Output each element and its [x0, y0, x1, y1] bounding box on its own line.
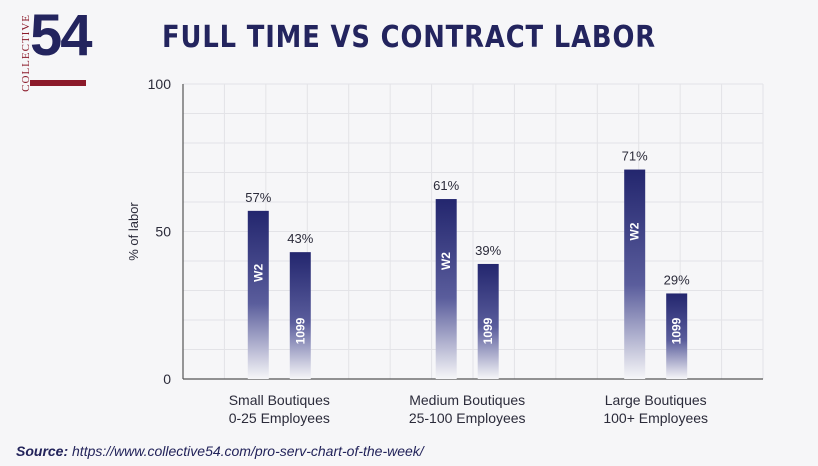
x-category-label: 25-100 Employees	[409, 410, 526, 426]
x-category-label: Large Boutiques	[605, 392, 707, 408]
x-category-label: 0-25 Employees	[229, 410, 330, 426]
bar-w2-2	[624, 169, 646, 379]
bar-chart: 0 50 100 % of labor 57% W2 61% W2 71% W2 43% 1099 39…	[126, 76, 764, 426]
source-note: Source: https://www.collective54.com/pro…	[16, 443, 424, 459]
bar-series-label: W2	[439, 252, 453, 270]
bar-series-label: W2	[251, 264, 265, 282]
y-axis-label: % of labor	[126, 202, 141, 261]
bar-value-label: 43%	[287, 231, 313, 246]
bar-value-label: 71%	[622, 149, 648, 164]
x-category-label: 100+ Employees	[603, 410, 708, 426]
x-category-label: Small Boutiques	[229, 392, 330, 408]
source-url[interactable]: https://www.collective54.com/pro-serv-ch…	[72, 443, 424, 459]
bar-value-label: 29%	[664, 272, 690, 287]
y-tick-label: 50	[155, 224, 171, 240]
bar-series-label: 1099	[293, 317, 307, 344]
bar-1099-2	[666, 293, 688, 379]
bar-1099-0	[289, 252, 311, 379]
chart-title: FULL TIME VS CONTRACT LABOR	[162, 20, 656, 55]
bar-series-label: W2	[628, 222, 642, 240]
logo-brand-number: 54	[30, 3, 92, 68]
y-tick-label: 100	[148, 76, 172, 92]
bar-series-label: 1099	[670, 317, 684, 344]
bar-w2-1	[435, 199, 457, 379]
bar-1099-1	[477, 263, 499, 379]
bar-series-label: 1099	[481, 317, 495, 344]
bar-value-label: 39%	[475, 243, 501, 258]
collective54-logo: COLLECTIVE 54	[14, 3, 94, 92]
y-tick-label: 0	[163, 371, 171, 387]
x-category-label: Medium Boutiques	[409, 392, 525, 408]
bar-value-label: 61%	[433, 178, 459, 193]
logo-underline	[30, 80, 86, 86]
bar-value-label: 57%	[245, 190, 271, 205]
bar-w2-0	[247, 210, 269, 379]
source-label: Source:	[16, 443, 69, 459]
